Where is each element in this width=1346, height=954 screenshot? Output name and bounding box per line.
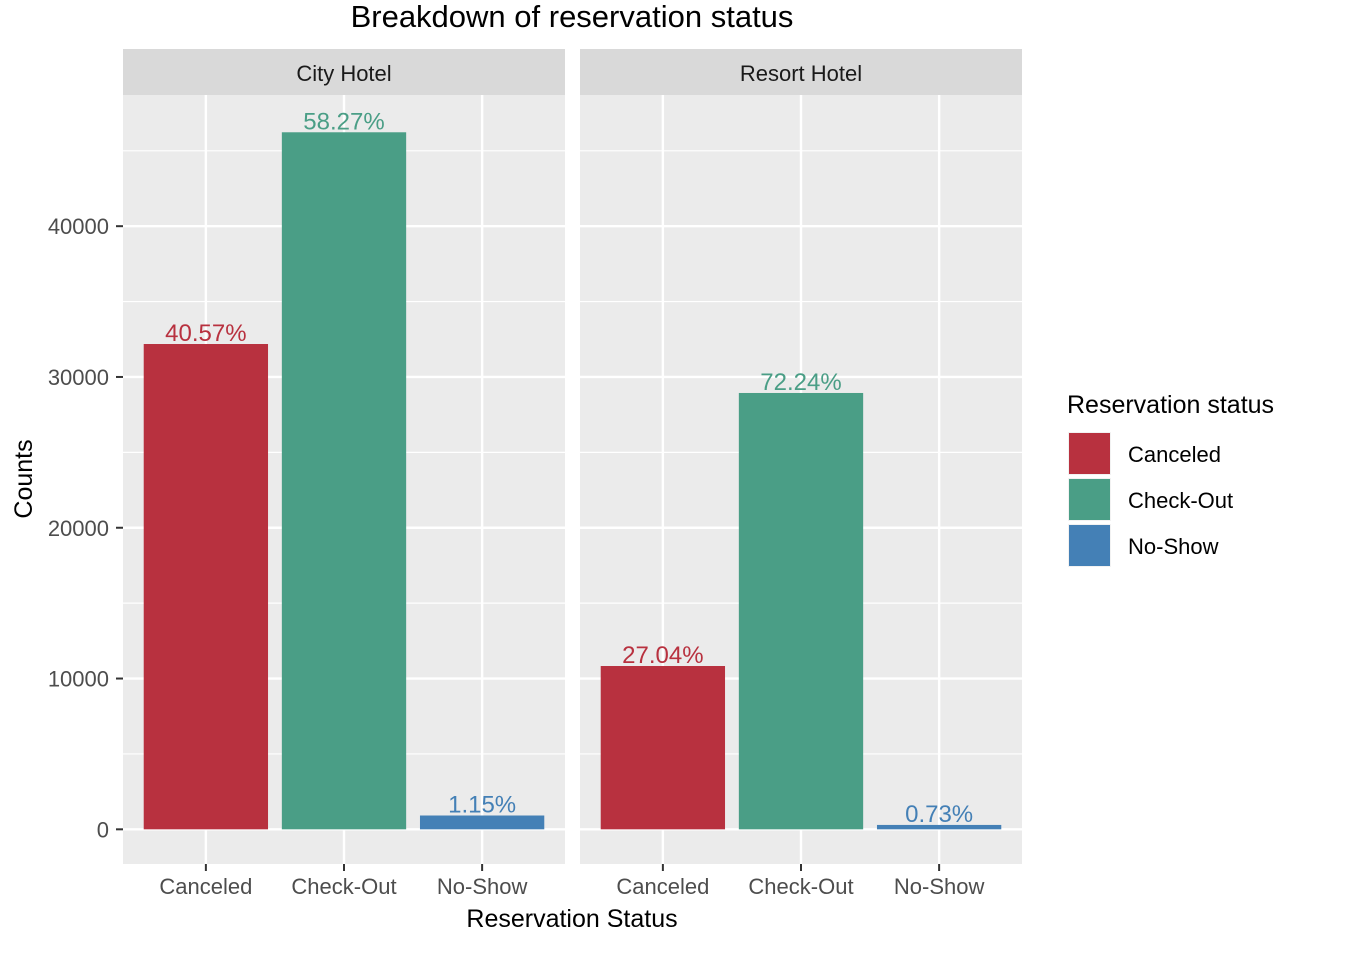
x-tick-label: No-Show — [437, 874, 528, 899]
bar-no-show — [419, 815, 545, 830]
legend-label: Canceled — [1128, 442, 1221, 467]
bar-check-out — [738, 392, 864, 830]
y-tick-label: 20000 — [48, 516, 109, 541]
bar-no-show — [876, 824, 1002, 830]
x-axis-title: Reservation Status — [466, 905, 677, 933]
legend-swatch-canceled — [1069, 433, 1110, 474]
y-axis-title: Counts — [10, 439, 38, 518]
y-tick-label: 30000 — [48, 365, 109, 390]
facet-strip — [580, 49, 1022, 95]
bar-canceled — [600, 666, 726, 830]
legend-swatch-check-out — [1069, 479, 1110, 520]
facet-panel-0: City Hotel 40.57% Canceled 58.27% Check-Out 1… — [123, 49, 565, 899]
y-tick-label: 10000 — [48, 667, 109, 692]
y-axis: 0 10000 20000 30000 40000 — [48, 214, 123, 842]
x-tick-label: Check-Out — [748, 874, 853, 899]
chart-title: Breakdown of reservation status — [351, 0, 794, 34]
y-tick-label: 0 — [97, 817, 109, 842]
x-tick-label: Canceled — [159, 874, 252, 899]
bar-canceled — [143, 344, 269, 830]
legend: Reservation status Canceled Check-Out No-S… — [1067, 391, 1274, 567]
data-label: 40.57% — [165, 320, 246, 347]
y-tick-label: 40000 — [48, 214, 109, 239]
data-label: 27.04% — [622, 642, 703, 669]
legend-title: Reservation status — [1067, 391, 1274, 419]
facet-strip-label: City Hotel — [296, 61, 391, 86]
legend-label: No-Show — [1128, 534, 1219, 559]
x-tick-label: Check-Out — [291, 874, 396, 899]
facet-strip — [123, 49, 565, 95]
data-label: 72.24% — [760, 369, 841, 396]
data-label: 1.15% — [448, 792, 516, 819]
facet-panels: City Hotel 40.57% Canceled 58.27% Check-Out 1… — [123, 49, 1022, 899]
facet-panel-1: Resort Hotel 27.04% Canceled 72.24% Check-Ou… — [580, 49, 1022, 899]
x-tick-label: No-Show — [894, 874, 985, 899]
x-tick-label: Canceled — [616, 874, 709, 899]
data-label: 58.27% — [303, 108, 384, 135]
legend-label: Check-Out — [1128, 488, 1233, 513]
legend-swatch-no-show — [1069, 525, 1110, 566]
bar-check-out — [281, 132, 407, 830]
facet-strip-label: Resort Hotel — [740, 61, 862, 86]
data-label: 0.73% — [905, 801, 973, 828]
